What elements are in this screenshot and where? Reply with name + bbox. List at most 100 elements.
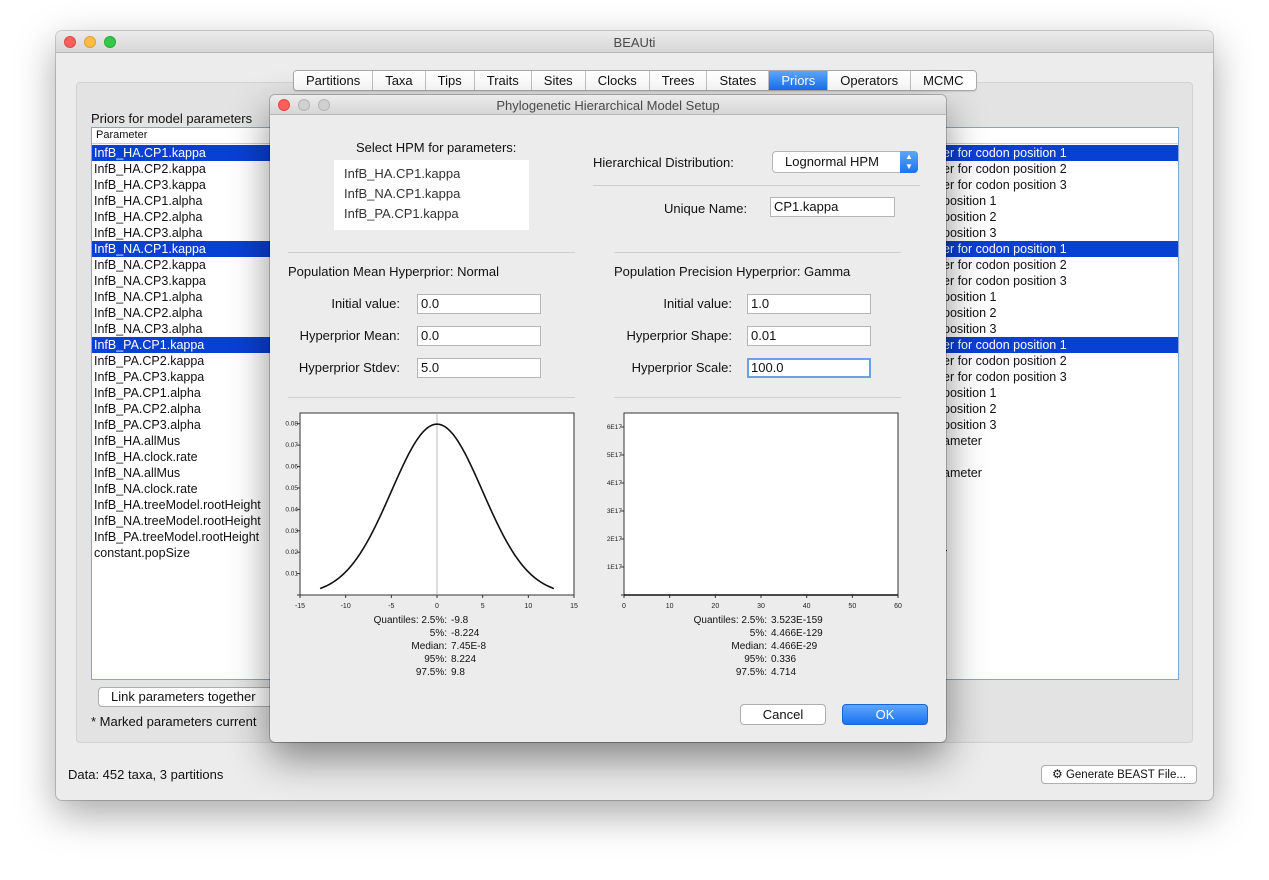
table-row[interactable]: InfB_NA.CP2.alpha position 2 <box>92 305 1178 321</box>
parameter-description: position 3 <box>943 418 997 432</box>
ok-button[interactable]: OK <box>842 704 928 725</box>
cancel-button[interactable]: Cancel <box>740 704 826 725</box>
table-row[interactable]: InfB_NA.CP3.alpha position 3 <box>92 321 1178 337</box>
parameter-name: InfB_PA.CP1.kappa <box>94 338 205 352</box>
tab-taxa[interactable]: Taxa <box>373 71 426 90</box>
table-row[interactable]: InfB_HA.clock.rate <box>92 449 1178 465</box>
table-row[interactable]: InfB_PA.treeModel.rootHeight <box>92 529 1178 545</box>
unique-name-field[interactable]: CP1.kappa <box>770 197 895 217</box>
tab-partitions[interactable]: Partitions <box>294 71 374 90</box>
parameter-description: position 1 <box>943 386 997 400</box>
parameter-name: InfB_NA.CP1.alpha <box>94 290 203 304</box>
table-row[interactable]: InfB_NA.allMus ameter <box>92 465 1178 481</box>
zoom-window-button[interactable] <box>104 36 116 48</box>
parameter-description: ameter <box>943 466 982 480</box>
parameter-name: InfB_HA.CP2.kappa <box>94 162 206 176</box>
unique-name-label: Unique Name: <box>664 201 748 216</box>
table-row[interactable]: InfB_HA.CP1.alpha position 1 <box>92 193 1178 209</box>
parameter-description: er for codon position 2 <box>943 354 1067 368</box>
separator <box>614 252 901 253</box>
dialog-close-button[interactable] <box>278 99 290 111</box>
precision-value-field[interactable]: 0.01 <box>747 326 871 346</box>
precision-field-label: Hyperprior Scale: <box>631 360 732 375</box>
list-item[interactable]: InfB_NA.CP1.kappa <box>344 186 461 201</box>
density-curve <box>319 423 555 590</box>
table-row[interactable]: InfB_HA.treeModel.rootHeight <box>92 497 1178 513</box>
quantile-value: 9.8 <box>451 667 465 678</box>
generate-beast-file-button[interactable]: ⚙ Generate BEAST File... <box>1041 765 1197 784</box>
parameter-name: InfB_PA.treeModel.rootHeight <box>94 530 260 544</box>
tab-operators[interactable]: Operators <box>828 71 912 90</box>
mean-value-field[interactable]: 5.0 <box>417 358 541 378</box>
tab-sites[interactable]: Sites <box>531 71 586 90</box>
mean-value-field[interactable]: 0.0 <box>417 294 541 314</box>
dialog-minimize-button[interactable] <box>298 99 310 111</box>
separator <box>288 252 575 253</box>
quantile-value: 0.336 <box>771 654 797 665</box>
x-tick-label: 5 <box>481 603 485 610</box>
marked-parameters-note: * Marked parameters current <box>91 714 257 729</box>
tab-clocks[interactable]: Clocks <box>585 71 650 90</box>
mean-value-field[interactable]: 0.0 <box>417 326 541 346</box>
x-tick-label: 0 <box>622 603 626 610</box>
quantile-value: -8.224 <box>451 628 480 639</box>
parameter-name: InfB_PA.CP3.alpha <box>94 418 201 432</box>
link-parameters-button[interactable]: Link parameters together <box>98 687 288 707</box>
minimize-window-button[interactable] <box>84 36 96 48</box>
parameter-description: position 2 <box>943 210 997 224</box>
parameter-description: er for codon position 1 <box>943 146 1067 160</box>
table-row[interactable]: InfB_NA.CP3.kappa er for codon position 3 <box>92 273 1178 289</box>
precision-field-label: Initial value: <box>663 296 732 311</box>
close-window-button[interactable] <box>64 36 76 48</box>
parameter-name: InfB_PA.CP2.kappa <box>94 354 205 368</box>
hpm-parameter-list[interactable]: InfB_HA.CP1.kappa InfB_NA.CP1.kappa InfB_P… <box>334 160 529 230</box>
tab-states[interactable]: States <box>707 71 770 90</box>
x-tick-label: 30 <box>757 603 765 610</box>
tab-traits[interactable]: Traits <box>474 71 532 90</box>
table-row[interactable]: InfB_HA.CP2.alpha position 2 <box>92 209 1178 225</box>
y-tick-label: 0.07 <box>285 442 298 449</box>
x-tick-label: -5 <box>388 603 394 610</box>
table-row[interactable]: InfB_HA.CP3.alpha position 3 <box>92 225 1178 241</box>
tab-tips[interactable]: Tips <box>425 71 475 90</box>
parameter-name: InfB_HA.CP3.alpha <box>94 226 203 240</box>
parameter-description: er for codon position 3 <box>943 370 1067 384</box>
dialog-title-bar: Phylogenetic Hierarchical Model Setup <box>270 95 946 115</box>
parameter-description: er for codon position 2 <box>943 162 1067 176</box>
parameter-description: er for codon position 1 <box>943 242 1067 256</box>
table-row[interactable]: InfB_PA.CP3.alpha position 3 <box>92 417 1178 433</box>
parameter-description: ameter <box>943 434 982 448</box>
hierarchical-distribution-label: Hierarchical Distribution: <box>593 155 734 170</box>
table-row[interactable]: InfB_NA.treeModel.rootHeight <box>92 513 1178 529</box>
table-row[interactable]: InfB_HA.CP2.kappa er for codon position 2 <box>92 161 1178 177</box>
precision-value-field[interactable]: 1.0 <box>747 294 871 314</box>
dialog-zoom-button[interactable] <box>318 99 330 111</box>
tab-mcmc[interactable]: MCMC <box>911 71 976 90</box>
x-tick-label: 50 <box>848 603 856 610</box>
table-row[interactable]: InfB_PA.CP2.alpha position 2 <box>92 401 1178 417</box>
y-tick-label: 0.05 <box>285 485 298 492</box>
table-row[interactable]: InfB_HA.CP3.kappa er for codon position 3 <box>92 177 1178 193</box>
y-tick-label: 2E17 <box>607 536 623 543</box>
table-row[interactable]: InfB_PA.CP2.kappa er for codon position 2 <box>92 353 1178 369</box>
table-row[interactable]: InfB_NA.CP1.alpha position 1 <box>92 289 1178 305</box>
list-item[interactable]: InfB_HA.CP1.kappa <box>344 166 461 181</box>
tab-trees[interactable]: Trees <box>649 71 708 90</box>
population-mean-title: Population Mean Hyperprior: Normal <box>288 264 499 279</box>
precision-value-field[interactable]: 100.0 <box>747 358 871 378</box>
table-row[interactable]: InfB_PA.CP1.alpha position 1 <box>92 385 1178 401</box>
quantile-value: 7.45E-8 <box>451 641 487 652</box>
table-row[interactable]: InfB_HA.allMus ameter <box>92 433 1178 449</box>
window-title: BEAUti <box>613 35 656 50</box>
table-row[interactable]: InfB_PA.CP3.kappa er for codon position 3 <box>92 369 1178 385</box>
table-row[interactable]: InfB_NA.clock.rate <box>92 481 1178 497</box>
hierarchical-distribution-select[interactable]: Lognormal HPM ▲ ▼ <box>772 151 918 173</box>
x-tick-label: 40 <box>803 603 811 610</box>
data-status: Data: 452 taxa, 3 partitions <box>68 767 224 782</box>
tab-priors[interactable]: Priors <box>769 71 829 90</box>
quantile-value: -9.8 <box>451 615 469 626</box>
list-item[interactable]: InfB_PA.CP1.kappa <box>344 206 459 221</box>
parameter-description: position 3 <box>943 322 997 336</box>
table-row[interactable]: InfB_NA.CP2.kappa er for codon position 2 <box>92 257 1178 273</box>
x-tick-label: 10 <box>524 603 532 610</box>
